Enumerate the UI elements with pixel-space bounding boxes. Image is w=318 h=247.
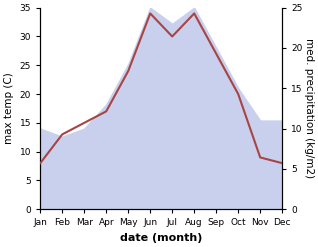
Y-axis label: med. precipitation (kg/m2): med. precipitation (kg/m2) — [304, 38, 314, 179]
Y-axis label: max temp (C): max temp (C) — [4, 73, 14, 144]
X-axis label: date (month): date (month) — [120, 233, 203, 243]
